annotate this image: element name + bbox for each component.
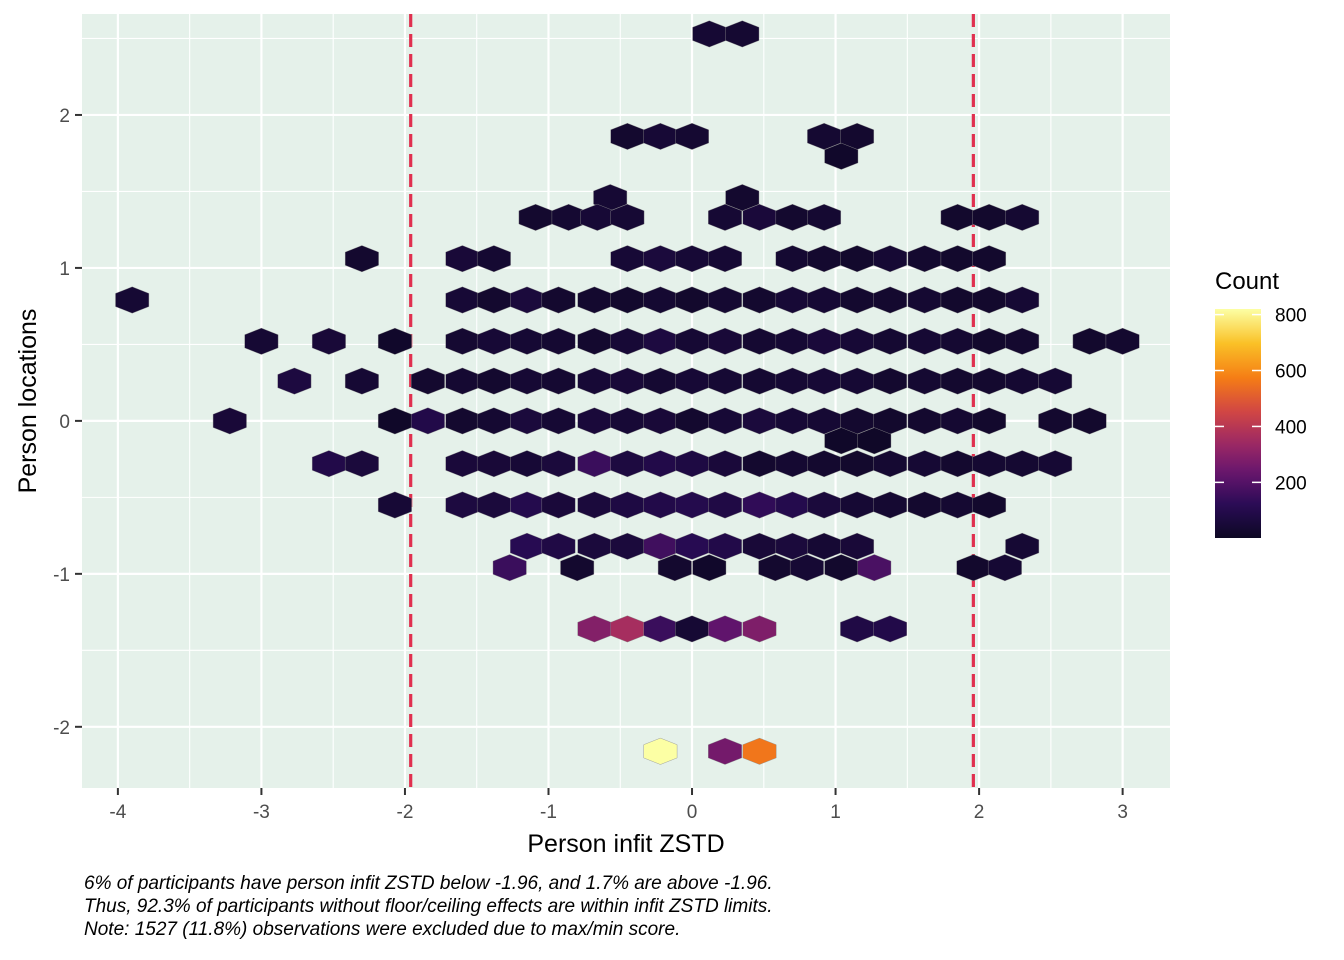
hexbin-cell (541, 491, 576, 519)
hexbin-cell (1072, 407, 1107, 435)
hexbin-cell (541, 450, 576, 478)
hexbin-cell (873, 450, 907, 478)
hexbin-cell (541, 367, 576, 395)
hexbin-cell (212, 407, 247, 435)
legend-title: Count (1215, 268, 1279, 295)
caption-line: 6% of participants have person infit ZST… (84, 873, 773, 894)
hexbin-cell (790, 554, 824, 582)
y-tick-label: -1 (53, 565, 70, 586)
hexbin-cell (244, 327, 279, 355)
hexbin-cell (725, 20, 760, 48)
hexbin-cell (873, 491, 907, 519)
hexbin-cell (873, 615, 907, 643)
hexbin-cell (873, 286, 907, 314)
hexbin-cells (115, 20, 1140, 765)
hexbin-cell (708, 245, 742, 273)
y-tick-label: 1 (59, 259, 70, 280)
color-legend: Count 200 400 600 800 (1215, 268, 1307, 538)
hexbin-cell (477, 245, 511, 273)
hexbin-cell (873, 327, 907, 355)
hexbin-cell (708, 450, 742, 478)
hexbin-cell (541, 407, 576, 435)
hexbin-cell (742, 737, 777, 765)
legend-colorbar (1215, 309, 1261, 538)
legend-tick-label: 400 (1275, 417, 1307, 438)
hexbin-cell (708, 203, 742, 231)
x-tick-label: 2 (974, 802, 985, 823)
x-axis-title: Person infit ZSTD (527, 830, 724, 858)
hexbin-cell (873, 367, 907, 395)
hexbin-cell (742, 615, 777, 643)
x-tick-label: 3 (1117, 802, 1128, 823)
hexbin-cell (857, 427, 892, 455)
caption-line: Thus, 92.3% of participants without floo… (84, 896, 773, 917)
hexbin-cell (378, 327, 412, 355)
hexbin-cell (972, 407, 1006, 435)
hexbin-cell (807, 203, 841, 231)
hexbin-cell (988, 554, 1022, 582)
hexbin-cell (411, 407, 445, 435)
hexbin-cell (378, 491, 412, 519)
hexbin-cell (1038, 450, 1073, 478)
hexbin-cell (708, 737, 742, 765)
hexbin-cell (277, 367, 312, 395)
hexbin-cell (692, 554, 727, 582)
y-axis-title: Person locations (14, 309, 42, 494)
hexbin-cell (345, 245, 379, 273)
hexbin-cell (411, 367, 445, 395)
hexbin-cell (857, 554, 892, 582)
hexbin-cell (840, 532, 874, 560)
hexbin-cell (345, 367, 379, 395)
y-tick-label: 2 (59, 106, 70, 127)
legend-tick-label: 200 (1275, 473, 1307, 494)
hexbin-cell (1005, 532, 1040, 560)
hexbin-cell (643, 737, 678, 765)
hexbin-cell (657, 554, 692, 582)
hexbin-cell (1038, 407, 1073, 435)
hexbin-cell (541, 286, 576, 314)
hexbin-cell (560, 554, 595, 582)
hexbin-cell (972, 245, 1006, 273)
y-tick-label: -2 (53, 718, 70, 739)
hexbin-cell (541, 327, 576, 355)
hexbin-cell (345, 450, 379, 478)
hexbin-cell (708, 407, 742, 435)
hexbin-cell (1105, 327, 1140, 355)
x-tick-label: 0 (687, 802, 698, 823)
hexbin-cell (1038, 367, 1073, 395)
hexbin-cell (312, 327, 346, 355)
hexbin-cell (1005, 327, 1040, 355)
y-tick-label: 0 (59, 412, 70, 433)
x-tick-label: -3 (253, 802, 270, 823)
hexbin-cell (824, 142, 859, 170)
hexbin-cell (1005, 203, 1040, 231)
axes: -4 -3 -2 -1 0 1 2 3 -2 -1 0 1 2 (53, 106, 1128, 823)
hexbin-cell (610, 203, 645, 231)
hexbin-cell (873, 245, 907, 273)
hexbin-cell (708, 615, 742, 643)
x-tick-label: 1 (830, 802, 841, 823)
x-tick-label: -4 (109, 802, 126, 823)
legend-tick-label: 800 (1275, 306, 1307, 327)
x-tick-label: -2 (397, 802, 414, 823)
hexbin-cell (725, 184, 760, 212)
hexbin-cell (541, 532, 576, 560)
caption-line: Note: 1527 (11.8%) observations were exc… (84, 919, 681, 940)
x-tick-label: -1 (540, 802, 557, 823)
hexbin-cell (675, 122, 709, 150)
hexbin-cell (708, 532, 742, 560)
hexbin-cell (1005, 286, 1040, 314)
hexbin-cell (708, 327, 742, 355)
hexbin-cell (708, 367, 742, 395)
hexbin-cell (708, 491, 742, 519)
hexbin-cell (492, 554, 527, 582)
reference-lines (409, 14, 975, 788)
hexbin-cell (708, 286, 742, 314)
caption: 6% of participants have person infit ZST… (84, 872, 1284, 941)
hexbin-cell (115, 286, 150, 314)
legend-tick-label: 600 (1275, 362, 1307, 383)
hexbin-cell (972, 491, 1006, 519)
